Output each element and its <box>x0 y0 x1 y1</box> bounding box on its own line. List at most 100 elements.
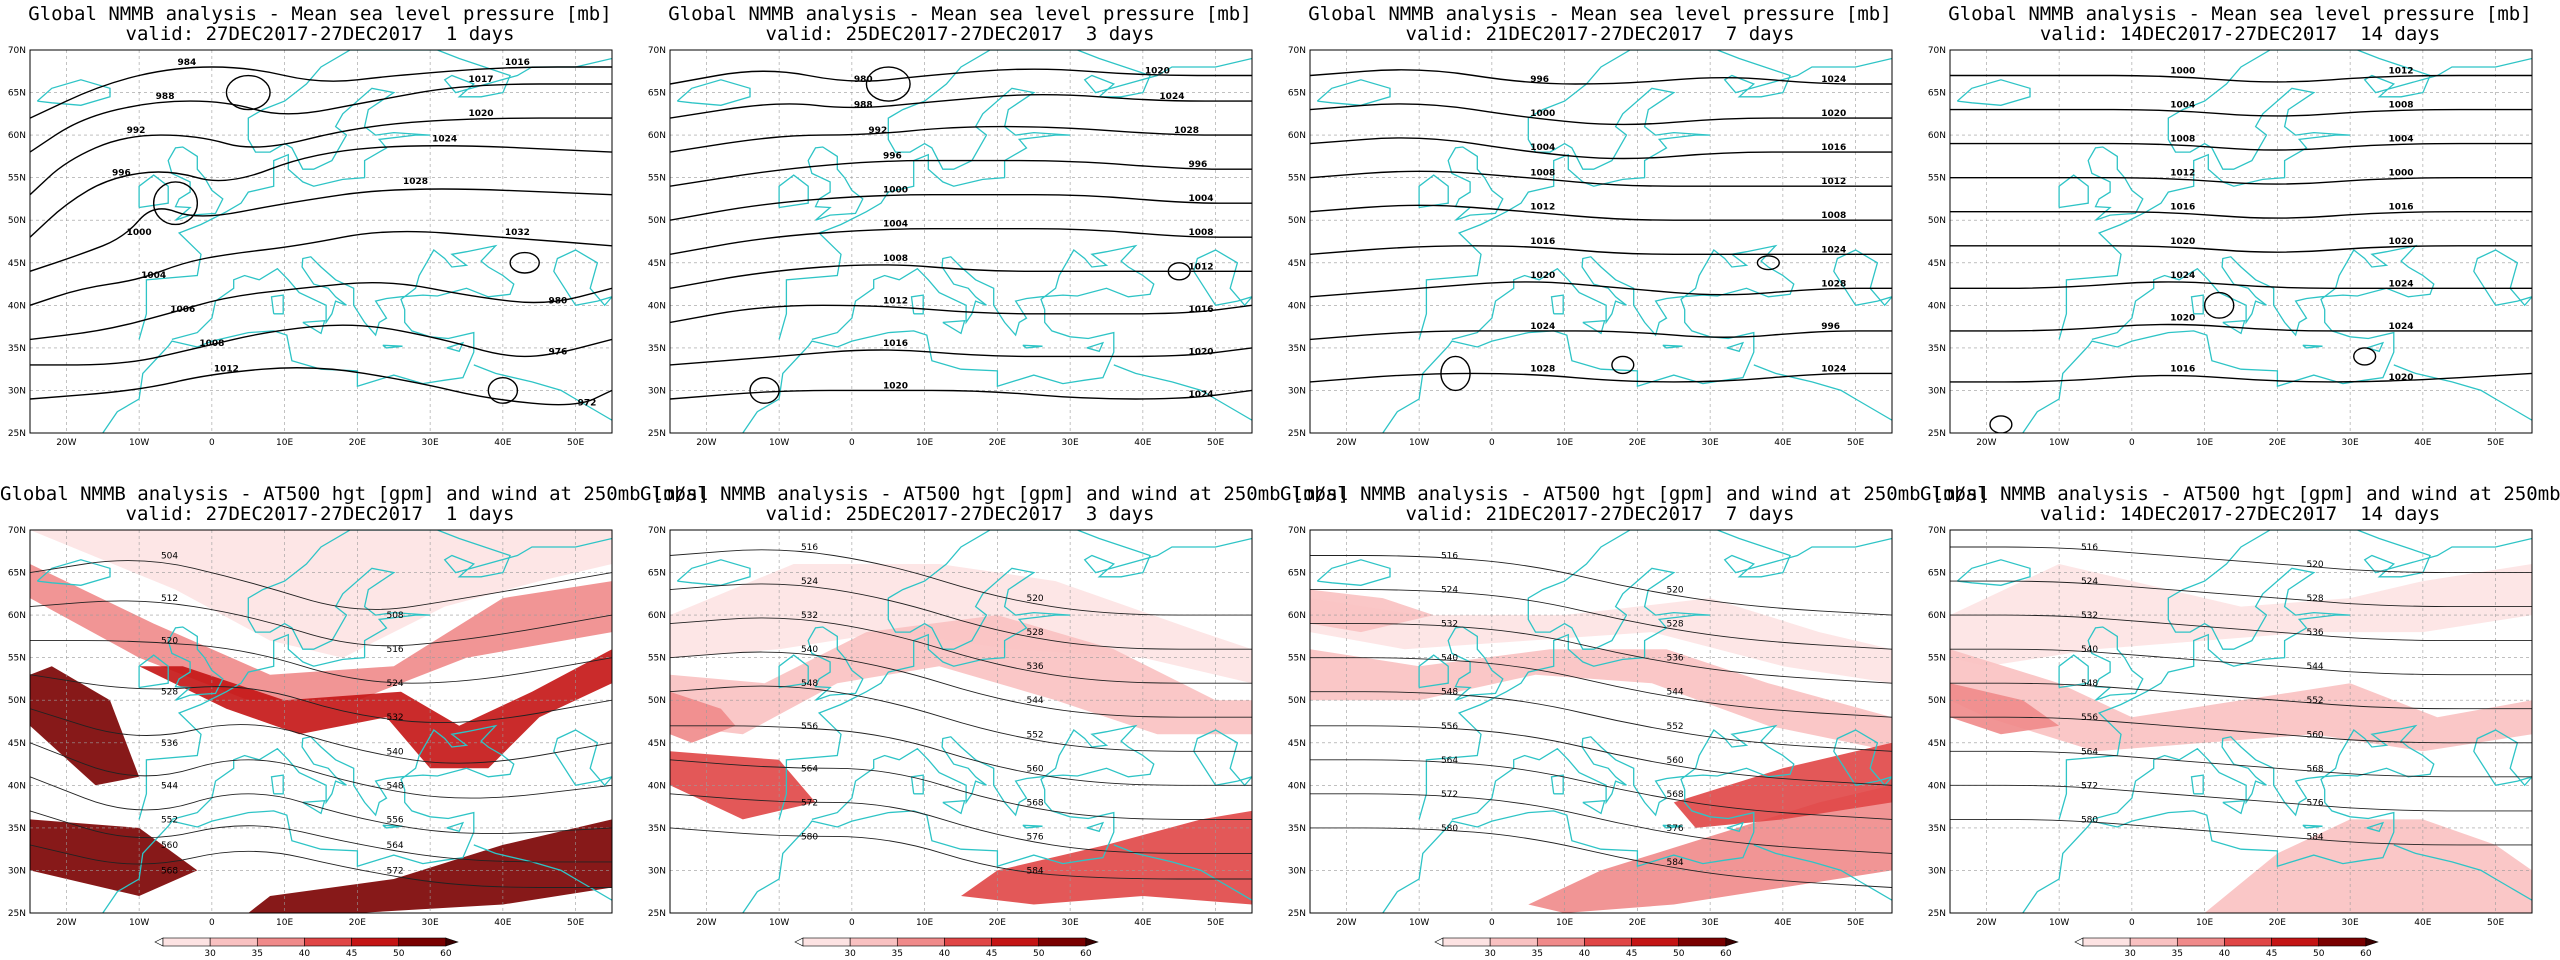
isobar-contour <box>30 83 612 153</box>
wind-colorbar: 30 35 40 45 50 60 <box>2074 937 2379 959</box>
coastline <box>2022 244 2435 433</box>
contour-label: 580 <box>2081 815 2098 825</box>
contour-label: 540 <box>386 747 403 757</box>
longitude-tick-label: 20E <box>349 438 366 448</box>
isobar-contour <box>670 193 1252 221</box>
contour-label: 996 <box>112 169 131 179</box>
contour-label: 520 <box>1666 586 1683 596</box>
latitude-tick-label: 35N <box>1288 824 1306 834</box>
contour-label: 548 <box>801 679 818 689</box>
colorbar-swatch <box>2224 937 2272 947</box>
contour-label: 1020 <box>1530 271 1555 281</box>
coastline <box>1753 844 1892 901</box>
longitude-tick-label: 10W <box>2049 438 2069 448</box>
contour-label: 1004 <box>1530 143 1555 153</box>
contour-label: 976 <box>549 347 568 357</box>
pressure-center-contour <box>1989 415 2013 433</box>
latitude-tick-label: 50N <box>8 216 26 226</box>
colorbar-swatch <box>351 937 400 947</box>
longitude-tick-label: 20E <box>1629 918 1646 928</box>
contour-label: 532 <box>801 611 818 621</box>
pressure-center-contour <box>1611 355 1635 375</box>
contour-label: 1024 <box>1821 75 1846 85</box>
longitude-tick-label: 30E <box>1062 438 1079 448</box>
contour-label: 556 <box>1441 722 1458 732</box>
contour-label: 520 <box>2306 560 2323 570</box>
coastline <box>1418 174 1449 209</box>
longitude-tick-label: 50E <box>1207 918 1224 928</box>
colorbar-tick-label: 35 <box>252 949 263 959</box>
isobar-contour <box>1310 137 1892 160</box>
panel-title: Global NMMB analysis - Mean sea level pr… <box>1308 3 1892 25</box>
contour-label: 536 <box>2306 628 2323 638</box>
colorbar-tick-label: 35 <box>892 949 903 959</box>
geopotential-contour <box>670 793 1252 854</box>
map-area: 984 1016 988 1017 992 1020 996 1024 1000 1028 1004… <box>30 50 612 433</box>
contour-label: 544 <box>1666 688 1683 698</box>
latitude-tick-label: 35N <box>8 824 26 834</box>
colorbar-low-end <box>794 937 804 947</box>
panel-title: Global NMMB analysis - AT500 hgt [gpm] a… <box>0 483 710 505</box>
coastline <box>1726 341 1745 353</box>
coastline <box>2058 174 2089 209</box>
longitude-tick-label: 20E <box>2269 438 2286 448</box>
isobar-contour <box>670 264 1252 289</box>
isobar-contour <box>670 347 1252 366</box>
longitude-tick-label: 0 <box>849 918 855 928</box>
contour-label: 548 <box>2081 679 2098 689</box>
map-area: 516 520 524 528 532 536 540 544 548 552 556 560 564 5… <box>1310 530 1892 913</box>
contour-label: 996 <box>1189 160 1208 170</box>
map-area: 516 520 524 528 532 536 540 544 548 552 556 560 564 5… <box>670 530 1252 913</box>
wind-colorbar: 30 35 40 45 50 60 <box>1434 937 1739 959</box>
colorbar-tick-label: 30 <box>1484 949 1496 959</box>
coastline <box>807 626 864 701</box>
coastline <box>1113 844 1252 901</box>
panel-title: Global NMMB analysis - Mean sea level pr… <box>668 3 1252 25</box>
latitude-tick-label: 50N <box>1928 216 1946 226</box>
pressure-center-contour <box>487 376 519 404</box>
pressure-center-contour <box>152 181 199 226</box>
coastline <box>553 249 612 307</box>
coastline <box>942 799 966 815</box>
map-frame <box>1949 49 2533 434</box>
latitude-tick-label: 60N <box>1928 131 1946 141</box>
geopotential-contour <box>670 725 1252 786</box>
contour-label: 548 <box>386 781 403 791</box>
contour-label: 1020 <box>883 381 908 391</box>
contour-label: 992 <box>868 126 887 136</box>
contour-label: 1028 <box>1174 126 1199 136</box>
longitude-tick-label: 10E <box>2196 918 2213 928</box>
latitude-tick-label: 45N <box>1288 259 1306 269</box>
contour-label: 552 <box>1666 722 1683 732</box>
geopotential-contour <box>1310 793 1892 854</box>
map-panel-mslp-7days: Global NMMB analysis - Mean sea level pr… <box>1280 0 1920 480</box>
contour-label: 556 <box>801 722 818 732</box>
longitude-tick-label: 50E <box>1207 438 1224 448</box>
geopotential-contour <box>1310 589 1892 650</box>
contour-label: 552 <box>161 815 178 825</box>
contour-label: 1016 <box>2389 203 2414 213</box>
coastline <box>2302 344 2323 349</box>
coastline <box>2302 824 2323 829</box>
geopotential-contour <box>670 827 1252 880</box>
isobar-contour <box>1950 372 2532 383</box>
latitude-tick-label: 40N <box>8 301 26 311</box>
contour-label: 1012 <box>1821 177 1846 187</box>
contour-label: 576 <box>2306 798 2323 808</box>
colorbar-tick-label: 60 <box>2360 949 2372 959</box>
isobar-contour <box>1310 281 1892 298</box>
contour-label: 1008 <box>2170 135 2195 145</box>
colorbar-swatch <box>1631 937 1680 947</box>
isobar-contour <box>670 125 1252 153</box>
wind-colorbar: 30 35 40 45 50 60 <box>794 937 1099 959</box>
map-panel-mslp-3days: Global NMMB analysis - Mean sea level pr… <box>640 0 1280 480</box>
panel-valid-period: valid: 25DEC2017-27DEC2017 3 days <box>765 23 1155 45</box>
isobar-contour <box>1950 108 2532 117</box>
isobar-contour <box>30 117 612 196</box>
latitude-tick-label: 60N <box>648 131 666 141</box>
contour-label: 1024 <box>1530 322 1555 332</box>
contour-label: 1020 <box>2170 237 2195 247</box>
coastline <box>446 821 465 833</box>
geopotential-contour <box>1950 648 2532 676</box>
coastline <box>167 626 224 701</box>
